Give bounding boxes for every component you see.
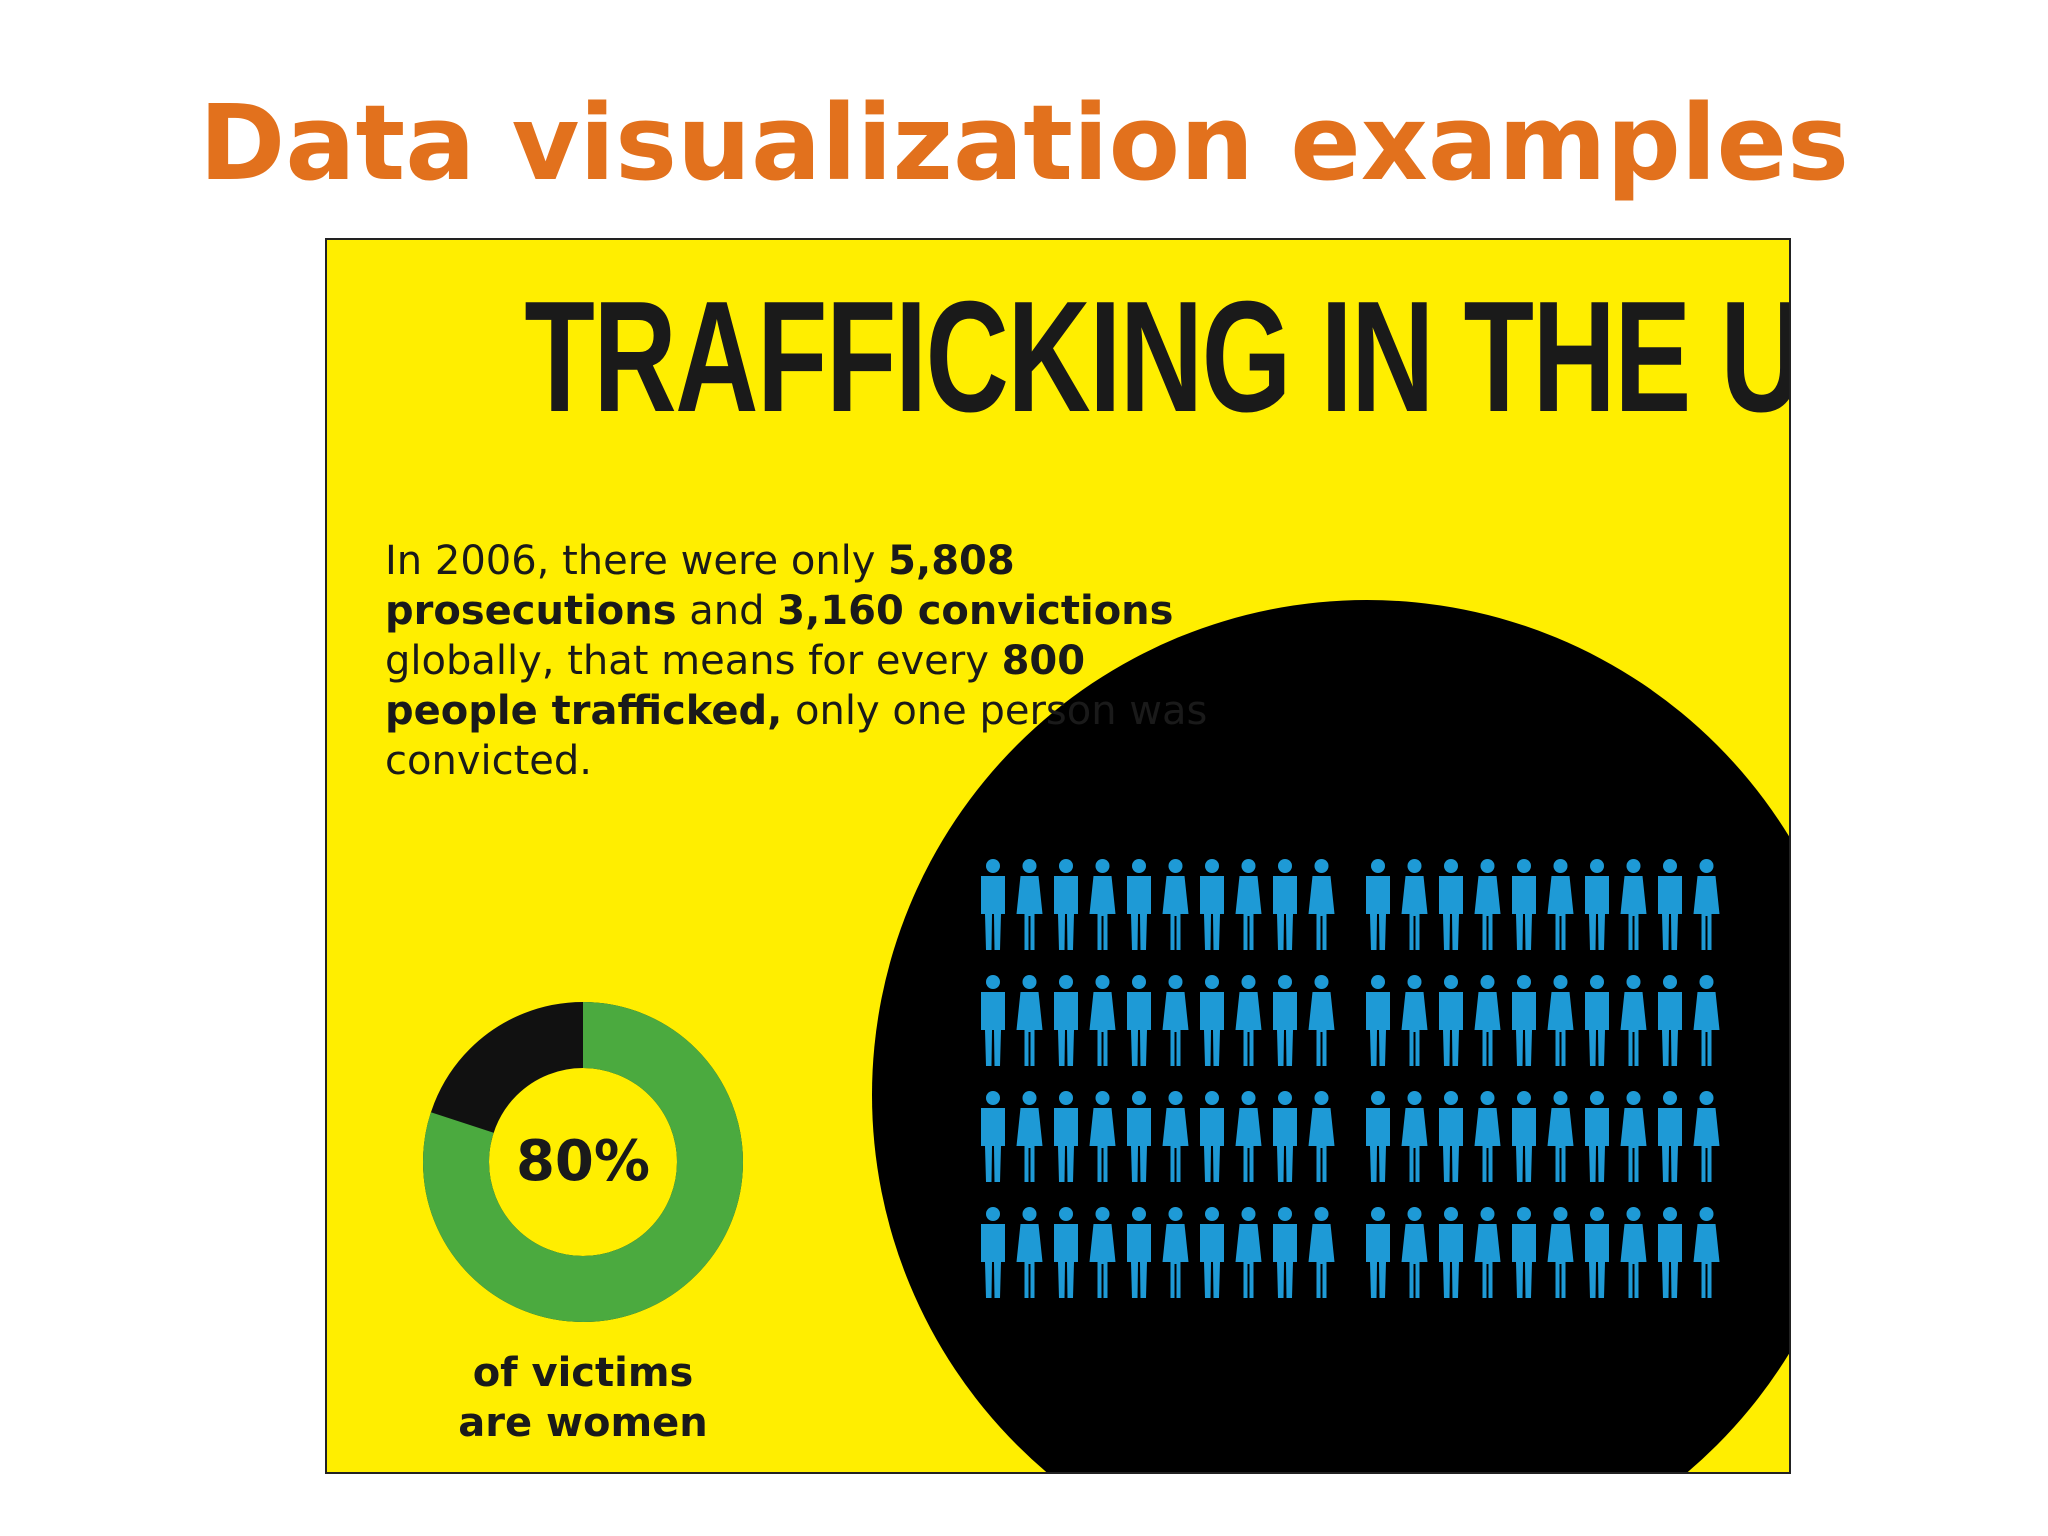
female-figure-icon bbox=[1401, 859, 1428, 950]
male-figure-icon bbox=[1366, 1207, 1390, 1298]
male-figure-icon bbox=[1200, 859, 1224, 950]
female-figure-icon bbox=[1308, 859, 1335, 950]
male-figure-icon bbox=[1273, 1207, 1297, 1298]
male-figure-icon bbox=[1585, 1207, 1609, 1298]
male-figure-icon bbox=[1273, 1091, 1297, 1182]
female-figure-icon bbox=[1162, 1091, 1189, 1182]
female-figure-icon bbox=[1162, 1207, 1189, 1298]
female-figure-icon bbox=[1693, 975, 1720, 1066]
male-figure-icon bbox=[1658, 1207, 1682, 1298]
female-figure-icon bbox=[1620, 1207, 1647, 1298]
female-figure-icon bbox=[1308, 975, 1335, 1066]
female-figure-icon bbox=[1016, 859, 1043, 950]
female-figure-icon bbox=[1547, 1091, 1574, 1182]
donut-caption-line2: are women bbox=[458, 1400, 708, 1446]
female-figure-icon bbox=[1235, 1207, 1262, 1298]
male-figure-icon bbox=[1512, 1207, 1536, 1298]
male-figure-icon bbox=[1054, 1207, 1078, 1298]
infographic-panel: TRAFFICKING IN THE US In 2006, there wer… bbox=[325, 238, 1791, 1474]
female-figure-icon bbox=[1016, 975, 1043, 1066]
male-figure-icon bbox=[1585, 1091, 1609, 1182]
male-figure-icon bbox=[1439, 1207, 1463, 1298]
male-figure-icon bbox=[1658, 1091, 1682, 1182]
male-figure-icon bbox=[981, 1091, 1005, 1182]
male-figure-icon bbox=[1658, 975, 1682, 1066]
female-figure-icon bbox=[1474, 975, 1501, 1066]
male-figure-icon bbox=[981, 859, 1005, 950]
statement-part2: and bbox=[676, 588, 778, 634]
female-figure-icon bbox=[1089, 1207, 1116, 1298]
female-figure-icon bbox=[1016, 1091, 1043, 1182]
female-figure-icon bbox=[1308, 1091, 1335, 1182]
female-figure-icon bbox=[1693, 859, 1720, 950]
female-figure-icon bbox=[1693, 1207, 1720, 1298]
male-figure-icon bbox=[1366, 1091, 1390, 1182]
statement-part3: globally, that means for every bbox=[385, 638, 1002, 684]
female-figure-icon bbox=[1235, 859, 1262, 950]
male-figure-icon bbox=[1127, 975, 1151, 1066]
female-figure-icon bbox=[1401, 975, 1428, 1066]
female-figure-icon bbox=[1162, 859, 1189, 950]
statement-part4: only one person was convicted. bbox=[385, 688, 1208, 784]
infographic-heading: TRAFFICKING IN THE US bbox=[524, 269, 1791, 445]
male-figure-icon bbox=[981, 1207, 1005, 1298]
female-figure-icon bbox=[1162, 975, 1189, 1066]
female-figure-icon bbox=[1547, 859, 1574, 950]
male-figure-icon bbox=[1200, 1207, 1224, 1298]
male-figure-icon bbox=[1658, 859, 1682, 950]
female-figure-icon bbox=[1308, 1207, 1335, 1298]
male-figure-icon bbox=[1366, 975, 1390, 1066]
male-figure-icon bbox=[1512, 1091, 1536, 1182]
female-figure-icon bbox=[1089, 975, 1116, 1066]
male-figure-icon bbox=[1127, 859, 1151, 950]
female-figure-icon bbox=[1016, 1207, 1043, 1298]
male-figure-icon bbox=[1512, 975, 1536, 1066]
donut-caption-line1: of victims bbox=[472, 1350, 694, 1396]
statement-part1: In 2006, there were only bbox=[385, 538, 889, 584]
female-figure-icon bbox=[1693, 1091, 1720, 1182]
male-figure-icon bbox=[1585, 975, 1609, 1066]
female-figure-icon bbox=[1620, 975, 1647, 1066]
male-figure-icon bbox=[1439, 975, 1463, 1066]
people-figures-grid bbox=[981, 859, 1720, 1298]
male-figure-icon bbox=[1512, 859, 1536, 950]
male-figure-icon bbox=[1054, 975, 1078, 1066]
male-figure-icon bbox=[1273, 859, 1297, 950]
male-figure-icon bbox=[1366, 859, 1390, 950]
male-figure-icon bbox=[1273, 975, 1297, 1066]
female-figure-icon bbox=[1235, 1091, 1262, 1182]
male-figure-icon bbox=[1127, 1091, 1151, 1182]
male-figure-icon bbox=[1054, 1091, 1078, 1182]
male-figure-icon bbox=[981, 975, 1005, 1066]
female-figure-icon bbox=[1474, 1091, 1501, 1182]
statement-prosecutions: 5,808 prosecutions bbox=[385, 538, 1015, 634]
donut-percent-label: 80% bbox=[515, 1129, 651, 1194]
statement-text: In 2006, there were only 5,808 prosecuti… bbox=[385, 536, 1245, 786]
male-figure-icon bbox=[1200, 975, 1224, 1066]
female-figure-icon bbox=[1620, 859, 1647, 950]
male-figure-icon bbox=[1439, 1091, 1463, 1182]
male-figure-icon bbox=[1585, 859, 1609, 950]
female-figure-icon bbox=[1089, 1091, 1116, 1182]
female-figure-icon bbox=[1474, 1207, 1501, 1298]
male-figure-icon bbox=[1054, 859, 1078, 950]
donut-caption: of victims are women bbox=[383, 1348, 783, 1448]
statement-convictions: 3,160 convictions bbox=[777, 588, 1174, 634]
female-figure-icon bbox=[1401, 1207, 1428, 1298]
female-figure-icon bbox=[1401, 1091, 1428, 1182]
female-figure-icon bbox=[1474, 859, 1501, 950]
male-figure-icon bbox=[1200, 1091, 1224, 1182]
male-figure-icon bbox=[1439, 859, 1463, 950]
female-figure-icon bbox=[1089, 859, 1116, 950]
slide-title: Data visualization examples bbox=[199, 82, 1849, 204]
female-figure-icon bbox=[1235, 975, 1262, 1066]
donut-women-segment bbox=[423, 1002, 743, 1322]
female-figure-icon bbox=[1547, 975, 1574, 1066]
donut-chart bbox=[423, 1002, 743, 1322]
male-figure-icon bbox=[1127, 1207, 1151, 1298]
statement-ratio: 800 people trafficked, bbox=[385, 638, 1086, 734]
female-figure-icon bbox=[1547, 1207, 1574, 1298]
female-figure-icon bbox=[1620, 1091, 1647, 1182]
